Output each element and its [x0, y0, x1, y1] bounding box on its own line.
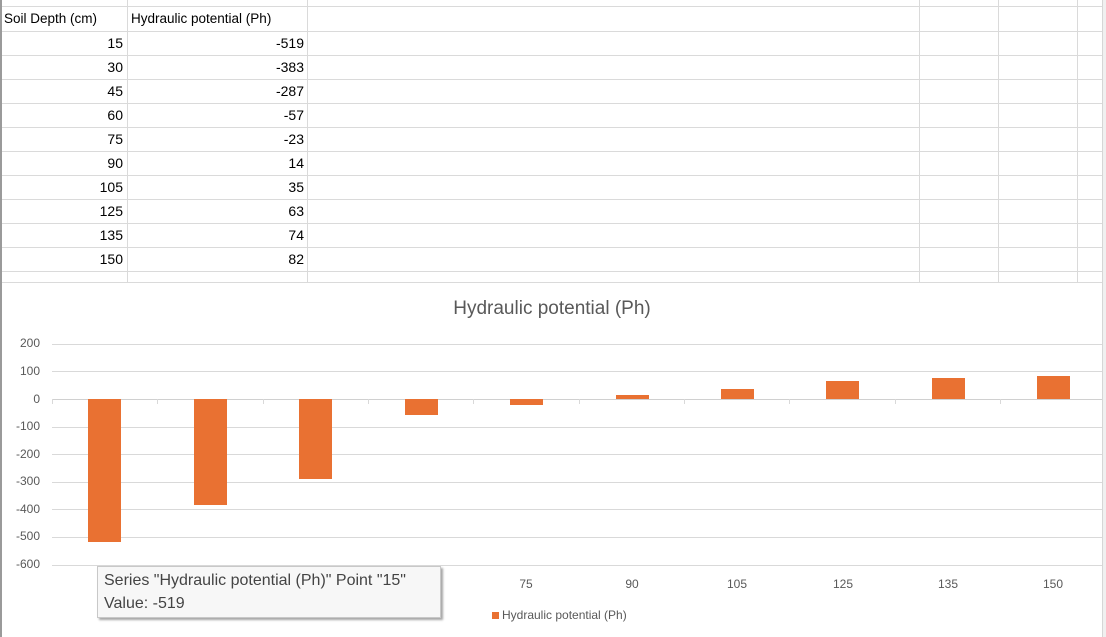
row-divider: [2, 6, 1102, 7]
chart-legend[interactable]: Hydraulic potential (Ph): [492, 608, 627, 622]
row-divider: [2, 55, 1102, 56]
cell-potential[interactable]: 35: [288, 179, 304, 195]
row-divider: [2, 79, 1102, 80]
cell-depth[interactable]: 60: [107, 107, 123, 123]
tooltip-value: Value: -519: [104, 595, 185, 612]
cell-potential[interactable]: -519: [275, 35, 304, 51]
zero-axis-line: [52, 399, 1102, 400]
cell-potential[interactable]: -383: [275, 59, 304, 75]
column-divider: [127, 0, 128, 283]
bar-30[interactable]: [194, 399, 227, 505]
gridline: [52, 344, 1102, 345]
cell-potential[interactable]: -23: [283, 131, 304, 147]
bar-45[interactable]: [299, 399, 332, 479]
bar-90[interactable]: [616, 395, 649, 399]
x-tick-mark: [263, 399, 264, 404]
bar-150[interactable]: [1037, 376, 1070, 399]
bar-75[interactable]: [510, 399, 543, 405]
gridline: [52, 537, 1102, 538]
x-label: 90: [625, 577, 639, 591]
x-label: 105: [726, 577, 748, 591]
header-hydraulic-potential[interactable]: Hydraulic potential (Ph): [131, 11, 272, 26]
row-divider: [2, 223, 1102, 224]
bar-15[interactable]: [88, 399, 121, 542]
row-divider: [2, 103, 1102, 104]
x-tick-mark: [684, 399, 685, 404]
x-label: 150: [1042, 577, 1064, 591]
bar-105[interactable]: [721, 389, 754, 399]
y-tick-label: 200: [19, 336, 40, 350]
bar-135[interactable]: [932, 378, 965, 399]
vertical-scrollbar[interactable]: [1102, 0, 1106, 637]
row-divider: [2, 31, 1102, 32]
legend-label: Hydraulic potential (Ph): [502, 608, 627, 622]
x-label: 135: [937, 577, 959, 591]
gridline: [52, 482, 1102, 483]
y-tick-label: 0: [33, 392, 40, 406]
y-tick-label: -600: [15, 557, 40, 571]
x-tick-mark: [52, 399, 53, 404]
row-divider: [2, 271, 1102, 272]
gridline: [52, 371, 1102, 372]
cell-depth[interactable]: 75: [107, 131, 123, 147]
column-divider: [1077, 0, 1078, 283]
x-tick-mark: [473, 399, 474, 404]
chart-tooltip: Series "Hydraulic potential (Ph)" Point …: [97, 566, 441, 618]
cell-potential[interactable]: 63: [288, 203, 304, 219]
y-tick-label: 100: [19, 364, 40, 378]
row-divider: [2, 247, 1102, 248]
gridline: [52, 565, 1102, 566]
cell-depth[interactable]: 105: [99, 179, 123, 195]
y-tick-label: -200: [15, 447, 40, 461]
legend-swatch-icon: [492, 611, 499, 619]
cell-potential[interactable]: 14: [288, 155, 304, 171]
x-tick-mark: [157, 399, 158, 404]
gridline: [52, 509, 1102, 510]
row-divider: [2, 127, 1102, 128]
cell-depth[interactable]: 150: [99, 251, 123, 267]
cell-depth[interactable]: 15: [107, 35, 123, 51]
y-tick-label: -300: [15, 474, 40, 488]
cell-potential[interactable]: 74: [288, 227, 304, 243]
row-header-edge: [0, 0, 2, 637]
column-divider: [919, 0, 920, 283]
cell-depth[interactable]: 90: [107, 155, 123, 171]
tooltip-series-point: Series "Hydraulic potential (Ph)" Point …: [104, 572, 406, 589]
row-divider: [2, 282, 1102, 283]
column-divider: [307, 0, 308, 283]
x-label: 75: [519, 577, 533, 591]
gridline: [52, 454, 1102, 455]
cell-depth[interactable]: 45: [107, 83, 123, 99]
x-tick-mark: [789, 399, 790, 404]
cell-potential[interactable]: 82: [288, 251, 304, 267]
row-divider: [2, 199, 1102, 200]
row-divider: [2, 175, 1102, 176]
bar-60[interactable]: [405, 399, 438, 415]
y-tick-label: -500: [15, 529, 40, 543]
x-tick-mark: [895, 399, 896, 404]
cell-depth[interactable]: 125: [99, 203, 123, 219]
y-tick-label: -400: [15, 502, 40, 516]
cell-potential[interactable]: -57: [283, 107, 304, 123]
row-divider: [2, 151, 1102, 152]
chart-title[interactable]: Hydraulic potential (Ph): [453, 298, 651, 319]
x-tick-mark: [368, 399, 369, 404]
gridline: [52, 427, 1102, 428]
cell-potential[interactable]: -287: [275, 83, 304, 99]
cell-depth[interactable]: 30: [107, 59, 123, 75]
x-tick-mark: [579, 399, 580, 404]
x-label: 125: [832, 577, 854, 591]
cell-depth[interactable]: 135: [99, 227, 123, 243]
y-tick-label: -100: [15, 419, 40, 433]
column-divider: [998, 0, 999, 283]
header-soil-depth[interactable]: Soil Depth (cm): [4, 11, 98, 26]
bar-125[interactable]: [826, 381, 859, 399]
x-tick-mark: [1000, 399, 1001, 404]
